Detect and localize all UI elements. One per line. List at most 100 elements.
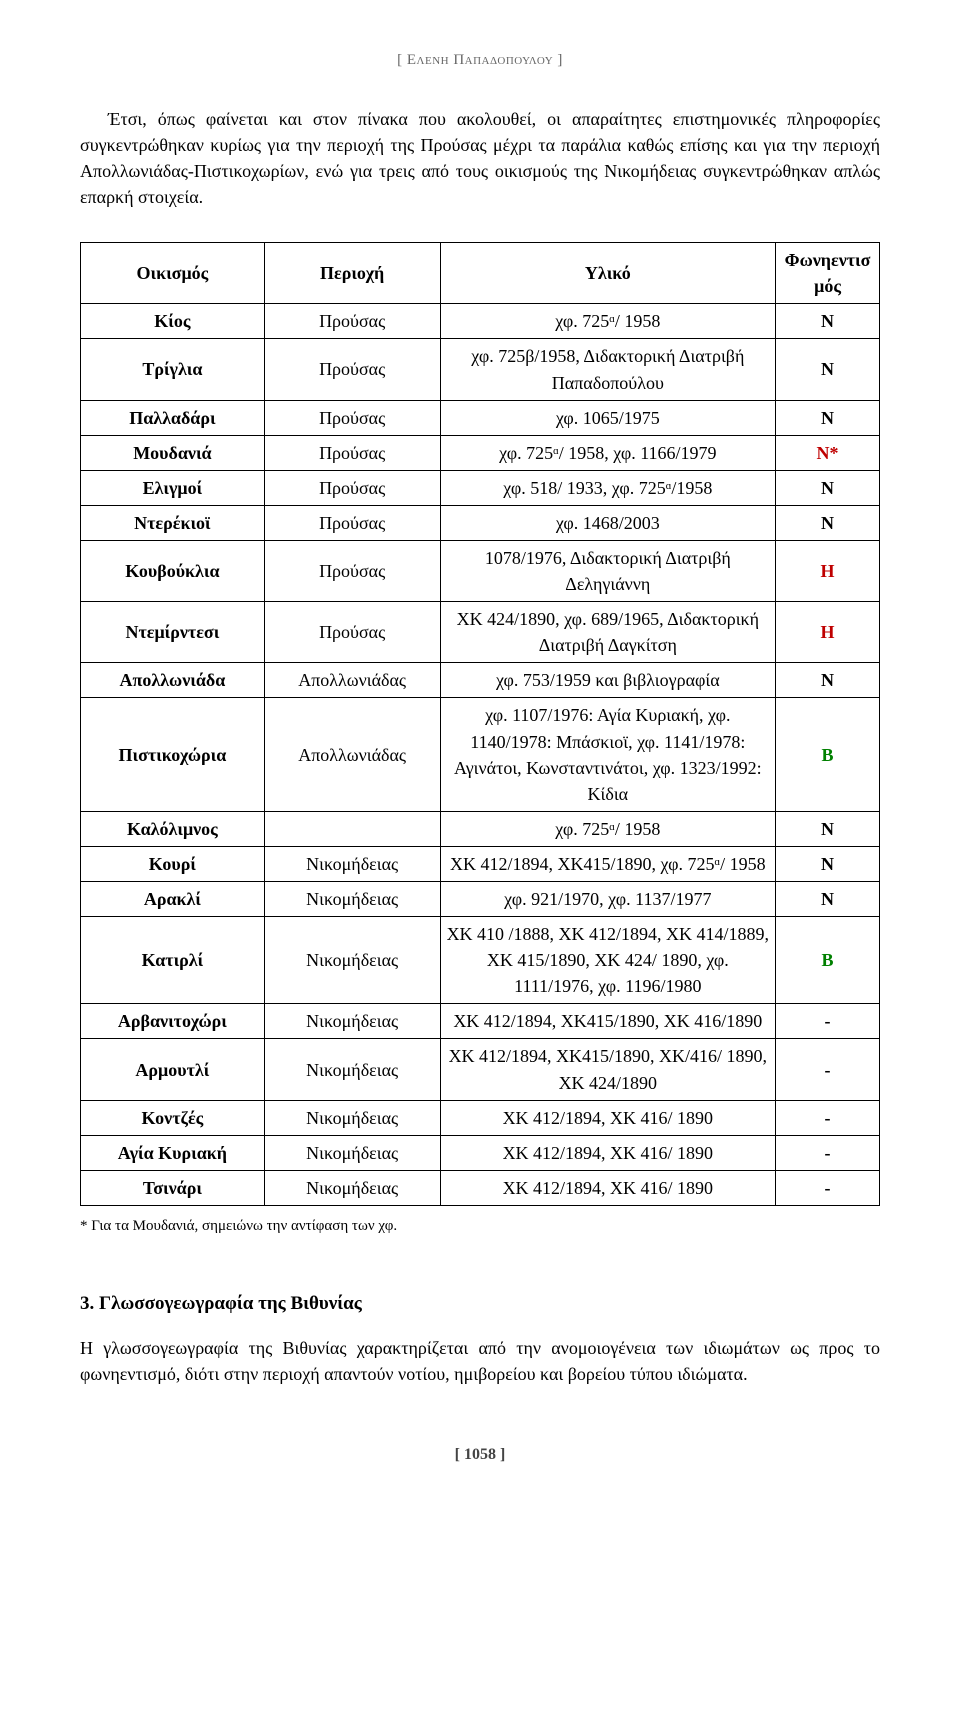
material-cell: χφ. 1107/1976: Αγία Κυριακή, χφ. 1140/19… [440,698,776,811]
material-cell: ΧΚ 412/1894, ΧΚ 416/ 1890 [440,1100,776,1135]
table-row: ΚουβούκλιαΠρούσας1078/1976, Διδακτορική … [81,540,880,601]
table-header-cell: Περιοχή [264,243,440,304]
table-row: ΑπολλωνιάδαΑπολλωνιάδαςχφ. 753/1959 και … [81,663,880,698]
table-header-cell: Υλικό [440,243,776,304]
region-cell: Προύσας [264,602,440,663]
table-row: ΑρμουτλίΝικομήδειαςΧΚ 412/1894, ΧΚ415/18… [81,1039,880,1100]
settlement-cell: Μουδανιά [81,435,265,470]
vowel-cell: - [776,1039,880,1100]
page-number: [ 1058 ] [80,1443,880,1466]
vowel-cell: - [776,1100,880,1135]
region-cell: Προύσας [264,470,440,505]
vowel-cell: - [776,1004,880,1039]
vowel-cell: Ν [776,304,880,339]
region-cell: Νικομήδειας [264,1135,440,1170]
table-header-cell: Οικισμός [81,243,265,304]
material-cell: χφ. 1065/1975 [440,400,776,435]
region-cell: Νικομήδειας [264,846,440,881]
intro-text: Έτσι, όπως φαίνεται και στον πίνακα που … [80,109,880,207]
settlement-cell: Πιστικοχώρια [81,698,265,811]
vowel-cell: Ν [776,505,880,540]
vowel-cell: Ν [776,339,880,400]
table-footnote: * Για τα Μουδανιά, σημειώνω την αντίφαση… [80,1216,880,1238]
table-row: ΤρίγλιαΠρούσαςχφ. 725β/1958, Διδακτορική… [81,339,880,400]
vowel-cell: Ν* [776,435,880,470]
section-heading: 3. Γλωσσογεωγραφία της Βιθυνίας [80,1290,880,1318]
region-cell: Προύσας [264,435,440,470]
region-cell [264,811,440,846]
material-cell: ΧΚ 410 /1888, ΧΚ 412/1894, ΧΚ 414/1889, … [440,917,776,1004]
section-body: Η γλωσσογεωγραφία της Βιθυνίας χαρακτηρί… [80,1335,880,1387]
table-row: ΚουρίΝικομήδειαςΧΚ 412/1894, ΧΚ415/1890,… [81,846,880,881]
settlement-cell: Αγία Κυριακή [81,1135,265,1170]
region-cell: Νικομήδειας [264,882,440,917]
material-cell: χφ. 921/1970, χφ. 1137/1977 [440,882,776,917]
vowel-cell: Ν [776,400,880,435]
intro-paragraph: Έτσι, όπως φαίνεται και στον πίνακα που … [80,106,880,210]
settlement-cell: Ελιγμοί [81,470,265,505]
settlement-cell: Κουβούκλια [81,540,265,601]
region-cell: Νικομήδειας [264,1039,440,1100]
vowel-cell: Ν [776,882,880,917]
table-row: ΚατιρλίΝικομήδειαςΧΚ 410 /1888, ΧΚ 412/1… [81,917,880,1004]
table-row: ΑρβανιτοχώριΝικομήδειαςΧΚ 412/1894, ΧΚ41… [81,1004,880,1039]
material-cell: ΧΚ 412/1894, ΧΚ415/1890, χφ. 725ᵅ/ 1958 [440,846,776,881]
region-cell: Απολλωνιάδας [264,663,440,698]
settlement-cell: Αρακλί [81,882,265,917]
table-row: ΕλιγμοίΠρούσαςχφ. 518/ 1933, χφ. 725ᵅ/19… [81,470,880,505]
vowel-cell: Η [776,602,880,663]
table-row: ΝτερέκιοϊΠρούσαςχφ. 1468/2003Ν [81,505,880,540]
table-row: ΝτεμίρντεσιΠρούσαςΧΚ 424/1890, χφ. 689/1… [81,602,880,663]
region-cell: Νικομήδειας [264,1170,440,1205]
page: [ Ελενη Παπαδοπουλου ] Έτσι, όπως φαίνετ… [0,0,960,1507]
settlement-cell: Ντερέκιοϊ [81,505,265,540]
region-cell: Προύσας [264,304,440,339]
table-row: Καλόλιμνοςχφ. 725ᵅ/ 1958Ν [81,811,880,846]
material-cell: χφ. 725ᵅ/ 1958, χφ. 1166/1979 [440,435,776,470]
material-cell: χφ. 725β/1958, Διδακτορική Διατριβή Παπα… [440,339,776,400]
vowel-cell: - [776,1135,880,1170]
table-row: ΑρακλίΝικομήδειαςχφ. 921/1970, χφ. 1137/… [81,882,880,917]
settlement-cell: Κουρί [81,846,265,881]
settlement-cell: Κίος [81,304,265,339]
settlement-cell: Κατιρλί [81,917,265,1004]
data-table: ΟικισμόςΠεριοχήΥλικόΦωνηεντισμός ΚίοςΠρο… [80,242,880,1206]
vowel-cell: Ν [776,663,880,698]
material-cell: χφ. 753/1959 και βιβλιογραφία [440,663,776,698]
settlement-cell: Καλόλιμνος [81,811,265,846]
table-row: Αγία ΚυριακήΝικομήδειαςΧΚ 412/1894, ΧΚ 4… [81,1135,880,1170]
material-cell: ΧΚ 412/1894, ΧΚ415/1890, ΧΚ 416/1890 [440,1004,776,1039]
running-head: [ Ελενη Παπαδοπουλου ] [80,50,880,72]
region-cell: Νικομήδειας [264,1004,440,1039]
vowel-cell: Ν [776,470,880,505]
settlement-cell: Απολλωνιάδα [81,663,265,698]
settlement-cell: Κοντζές [81,1100,265,1135]
region-cell: Προύσας [264,339,440,400]
settlement-cell: Τρίγλια [81,339,265,400]
settlement-cell: Αρβανιτοχώρι [81,1004,265,1039]
material-cell: 1078/1976, Διδακτορική Διατριβή Δεληγιάν… [440,540,776,601]
settlement-cell: Παλλαδάρι [81,400,265,435]
vowel-cell: - [776,1170,880,1205]
material-cell: ΧΚ 424/1890, χφ. 689/1965, Διδακτορική Δ… [440,602,776,663]
region-cell: Προύσας [264,540,440,601]
table-row: ΚοντζέςΝικομήδειαςΧΚ 412/1894, ΧΚ 416/ 1… [81,1100,880,1135]
vowel-cell: Β [776,698,880,811]
material-cell: ΧΚ 412/1894, ΧΚ 416/ 1890 [440,1170,776,1205]
region-cell: Απολλωνιάδας [264,698,440,811]
table-row: ΜουδανιάΠρούσαςχφ. 725ᵅ/ 1958, χφ. 1166/… [81,435,880,470]
material-cell: ΧΚ 412/1894, ΧΚ415/1890, ΧΚ/416/ 1890, Χ… [440,1039,776,1100]
material-cell: χφ. 725ᵅ/ 1958 [440,811,776,846]
region-cell: Προύσας [264,505,440,540]
vowel-cell: Β [776,917,880,1004]
material-cell: ΧΚ 412/1894, ΧΚ 416/ 1890 [440,1135,776,1170]
settlement-cell: Τσινάρι [81,1170,265,1205]
vowel-cell: Η [776,540,880,601]
region-cell: Νικομήδειας [264,1100,440,1135]
material-cell: χφ. 725ᵅ/ 1958 [440,304,776,339]
vowel-cell: Ν [776,846,880,881]
table-row: ΠιστικοχώριαΑπολλωνιάδαςχφ. 1107/1976: Α… [81,698,880,811]
table-row: ΠαλλαδάριΠρούσαςχφ. 1065/1975Ν [81,400,880,435]
table-row: ΤσινάριΝικομήδειαςΧΚ 412/1894, ΧΚ 416/ 1… [81,1170,880,1205]
settlement-cell: Αρμουτλί [81,1039,265,1100]
